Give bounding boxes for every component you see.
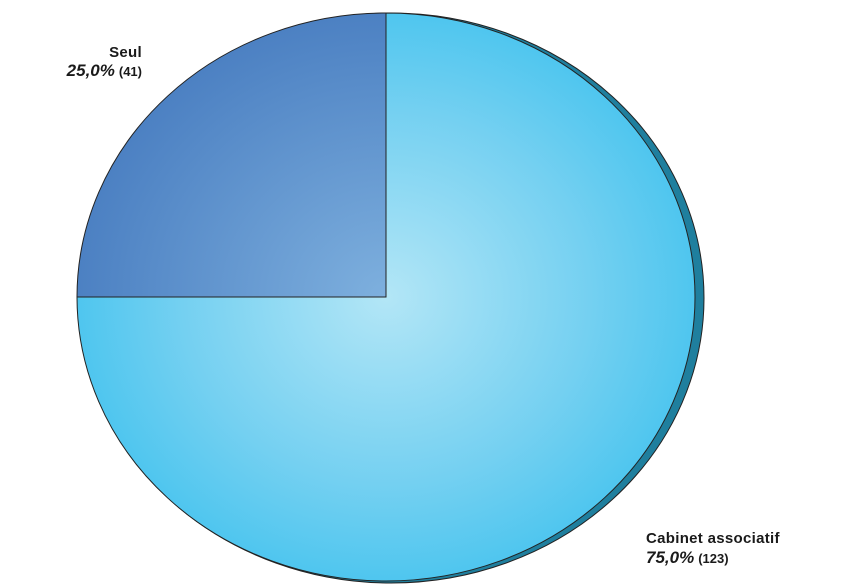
slice-count-cabinet: (123)	[698, 551, 729, 567]
slice-name-cabinet: Cabinet associatif	[646, 530, 780, 547]
pie-slice-seul	[76, 12, 387, 298]
pie-slice-cabinet-associatif	[76, 12, 696, 582]
slice-label-cabinet: Cabinet associatif 75,0% (123)	[646, 530, 780, 569]
slice-label-seul: Seul 25,0% (41)	[67, 44, 142, 82]
slice-percent-cabinet: 75,0%	[646, 548, 695, 568]
slice-percent-seul: 25,0%	[66, 61, 115, 81]
slice-name-seul: Seul	[109, 44, 142, 61]
slice-count-seul: (41)	[118, 64, 142, 80]
